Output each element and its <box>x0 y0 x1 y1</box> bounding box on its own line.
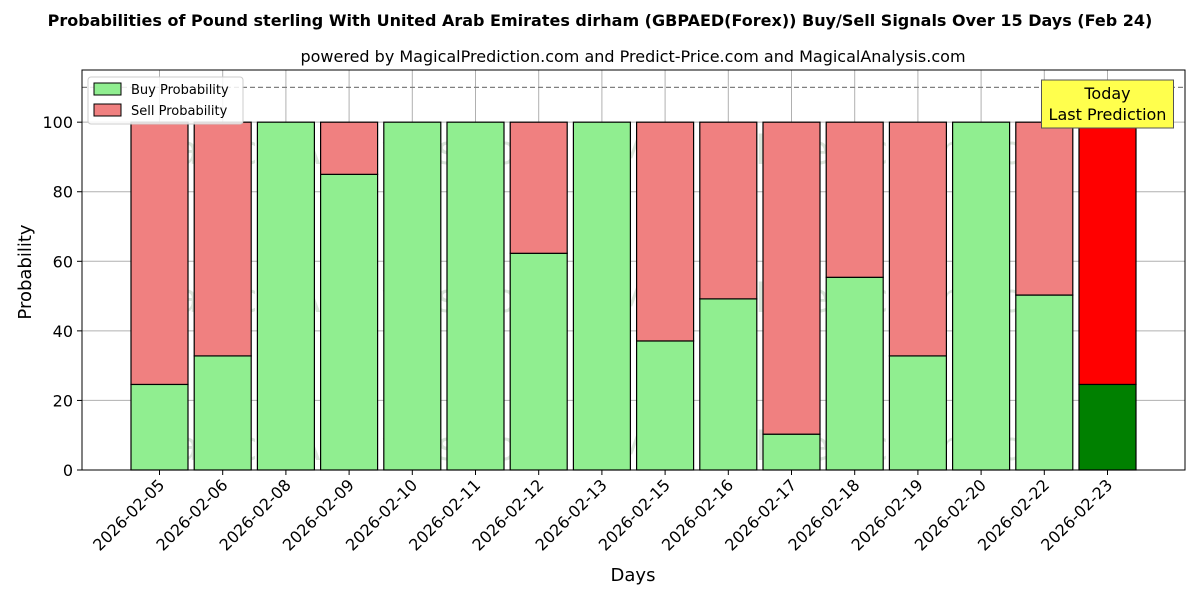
sell-bar <box>888 121 948 357</box>
y-tick-label: 80 <box>53 183 73 202</box>
buy-bar <box>825 276 884 471</box>
y-tick-label: 40 <box>53 322 73 341</box>
buy-bar <box>446 121 505 471</box>
bars <box>130 121 1137 471</box>
y-tick-label: 100 <box>42 113 73 132</box>
sell-bar <box>130 121 189 386</box>
buy-bar <box>1078 383 1137 471</box>
buy-bar <box>572 121 632 471</box>
sell-bar <box>699 121 758 300</box>
legend-box <box>87 76 244 125</box>
today-annotation: Today Last Prediction <box>1041 79 1174 129</box>
buy-bar <box>193 355 252 471</box>
x-axis-label: Days <box>611 565 656 586</box>
sell-bar <box>1078 121 1137 386</box>
sell-bar <box>509 121 568 254</box>
legend-label-sell: Sell Probability <box>131 104 228 119</box>
buy-bar <box>635 340 695 471</box>
y-tick-label: 60 <box>53 252 73 271</box>
buy-bar <box>130 383 189 471</box>
annotation-box <box>1041 79 1174 129</box>
legend-label-buy: Buy Probability <box>131 83 229 98</box>
sell-bar <box>1015 121 1074 296</box>
legend-swatch-buy <box>93 82 122 96</box>
sell-bar <box>320 121 379 175</box>
buy-bar <box>951 121 1011 471</box>
buy-bar <box>699 298 758 471</box>
buy-bar <box>762 433 821 471</box>
sell-bar <box>193 121 252 357</box>
annotation-text: Last Prediction <box>1049 105 1167 124</box>
sell-bar <box>762 121 821 435</box>
buy-bar <box>1015 294 1074 471</box>
chart-subtitle: powered by MagicalPrediction.com and Pre… <box>300 47 965 66</box>
y-tick-label: 20 <box>53 391 73 410</box>
legend-swatch-sell <box>93 103 122 117</box>
buy-bar <box>383 121 442 471</box>
y-tick-label: 0 <box>63 461 73 480</box>
legend: Buy Probability Sell Probability <box>87 76 244 125</box>
buy-bar <box>256 121 315 471</box>
annotation-text: Today <box>1083 84 1130 103</box>
plot-frame <box>81 69 1186 471</box>
chart-title: Probabilities of Pound sterling With Uni… <box>48 11 1153 30</box>
buy-bar <box>320 173 379 471</box>
buy-bar <box>509 252 568 471</box>
buy-bar <box>888 355 948 471</box>
sell-bar <box>635 121 695 342</box>
y-axis-label: Probability <box>15 224 36 319</box>
sell-bar <box>825 121 884 278</box>
